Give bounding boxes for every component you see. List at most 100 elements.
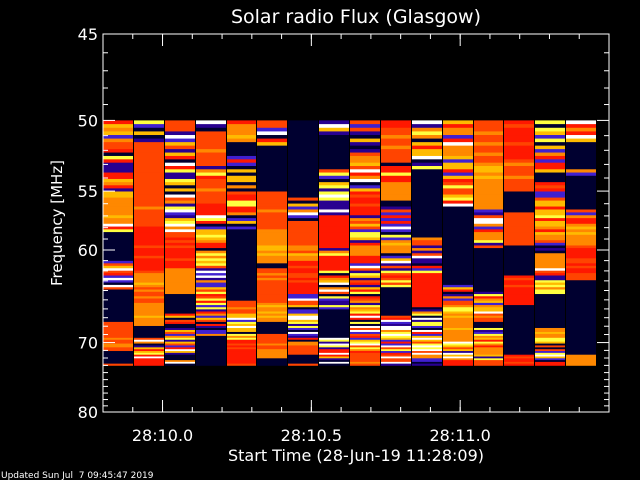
spectrogram-cell <box>381 223 411 227</box>
spectrogram-cell <box>504 333 534 337</box>
spectrogram-cell <box>443 270 473 274</box>
spectrogram-cell <box>319 282 349 286</box>
spectrogram-cell <box>288 361 318 365</box>
spectrogram-cell <box>196 145 226 150</box>
spectrogram-cell <box>443 331 473 335</box>
spectrogram-cell <box>474 337 503 341</box>
spectrogram-cell <box>288 305 318 308</box>
spectrogram-cell <box>227 120 256 125</box>
spectrogram-cell <box>103 339 133 343</box>
spectrogram-cell <box>319 337 349 341</box>
spectrogram-cell <box>350 361 380 365</box>
spectrogram-cell <box>288 169 318 173</box>
spectrogram-cell <box>134 155 164 160</box>
spectrogram-cell <box>350 309 380 312</box>
spectrogram-cell <box>474 234 503 238</box>
spectrogram-cell <box>257 234 287 238</box>
spectrogram-cell <box>474 280 503 283</box>
spectrogram-cell <box>504 127 534 132</box>
spectrogram-cell <box>412 149 442 153</box>
spectrogram-cell <box>134 284 164 288</box>
spectrogram-cell <box>319 349 349 352</box>
spectrogram-cell <box>412 319 442 323</box>
spectrogram-cell <box>103 360 133 363</box>
spectrogram-cell <box>350 245 380 249</box>
spectrogram-cell <box>412 284 442 288</box>
spectrogram-cell <box>566 349 596 352</box>
spectrogram-cell <box>412 226 442 230</box>
spectrogram-cell <box>412 242 442 246</box>
spectrogram-cell <box>103 313 133 317</box>
spectrogram-cell <box>566 354 596 357</box>
spectrogram-cell <box>257 152 287 157</box>
spectrogram-cell <box>474 277 503 281</box>
spectrogram-cell <box>443 263 473 267</box>
spectrogram-cell <box>535 273 565 276</box>
spectrogram-cell <box>165 237 195 241</box>
spectrogram-cell <box>227 240 256 244</box>
spectrogram-cell <box>319 237 349 241</box>
spectrogram-cell <box>350 360 380 363</box>
spectrogram-cell <box>535 313 565 317</box>
spectrogram-cell <box>134 263 164 267</box>
spectrogram-cell <box>257 347 287 350</box>
spectrogram-cell <box>474 282 503 286</box>
spectrogram-cell <box>474 127 503 132</box>
spectrogram-cell <box>474 178 503 183</box>
spectrogram-cell <box>288 300 318 304</box>
spectrogram-cell <box>257 250 287 254</box>
spectrogram-cell <box>319 175 349 180</box>
spectrogram-cell <box>319 220 349 225</box>
spectrogram-cell <box>381 341 411 344</box>
spectrogram-cell <box>257 360 287 363</box>
spectrogram-cell <box>350 317 380 321</box>
spectrogram-cell <box>350 124 380 129</box>
spectrogram-cell <box>196 178 226 183</box>
spectrogram-cell <box>566 289 596 293</box>
spectrogram-cell <box>504 323 534 327</box>
spectrogram-cell <box>319 361 349 365</box>
spectrogram-cell <box>474 341 503 344</box>
spectrogram-cell <box>103 352 133 356</box>
spectrogram-cell <box>443 280 473 283</box>
spectrogram-cell <box>535 343 565 346</box>
spectrogram-cell <box>257 277 287 281</box>
spectrogram-cell <box>196 345 226 348</box>
spectrogram-cell <box>443 352 473 356</box>
spectrogram-cell <box>103 149 133 153</box>
spectrogram-cell <box>103 337 133 341</box>
spectrogram-cell <box>227 321 256 325</box>
spectrogram-cell <box>134 363 164 366</box>
spectrogram-cell <box>443 313 473 317</box>
spectrogram-cell <box>165 172 195 177</box>
spectrogram-cell <box>412 287 442 290</box>
spectrogram-cell <box>474 206 503 210</box>
spectrogram-cell <box>196 275 226 279</box>
spectrogram-cell <box>412 302 442 306</box>
spectrogram-cell <box>381 294 411 297</box>
spectrogram-cell <box>103 220 133 225</box>
spectrogram-cell <box>350 220 380 225</box>
spectrogram-cell <box>504 317 534 321</box>
spectrogram-cell <box>443 234 473 238</box>
spectrogram-cell <box>535 284 565 288</box>
spectrogram-cell <box>504 138 534 143</box>
spectrogram-cell <box>103 343 133 346</box>
spectrogram-cell <box>504 294 534 297</box>
spectrogram-cell <box>319 309 349 312</box>
spectrogram-cell <box>319 345 349 348</box>
spectrogram-cell <box>196 351 226 354</box>
spectrogram-cell <box>504 268 534 272</box>
spectrogram-cell <box>381 305 411 308</box>
spectrogram-cell <box>412 203 442 207</box>
spectrogram-cell <box>227 289 256 293</box>
spectrogram-cell <box>103 240 133 244</box>
spectrogram-cell <box>443 223 473 227</box>
spectrogram-cell <box>288 188 318 192</box>
spectrogram-cell <box>257 245 287 249</box>
spectrogram-cell <box>288 232 318 236</box>
spectrogram-cell <box>412 188 442 192</box>
spectrogram-cell <box>381 175 411 180</box>
spectrogram-cell <box>504 300 534 304</box>
spectrogram-cell <box>566 162 596 167</box>
